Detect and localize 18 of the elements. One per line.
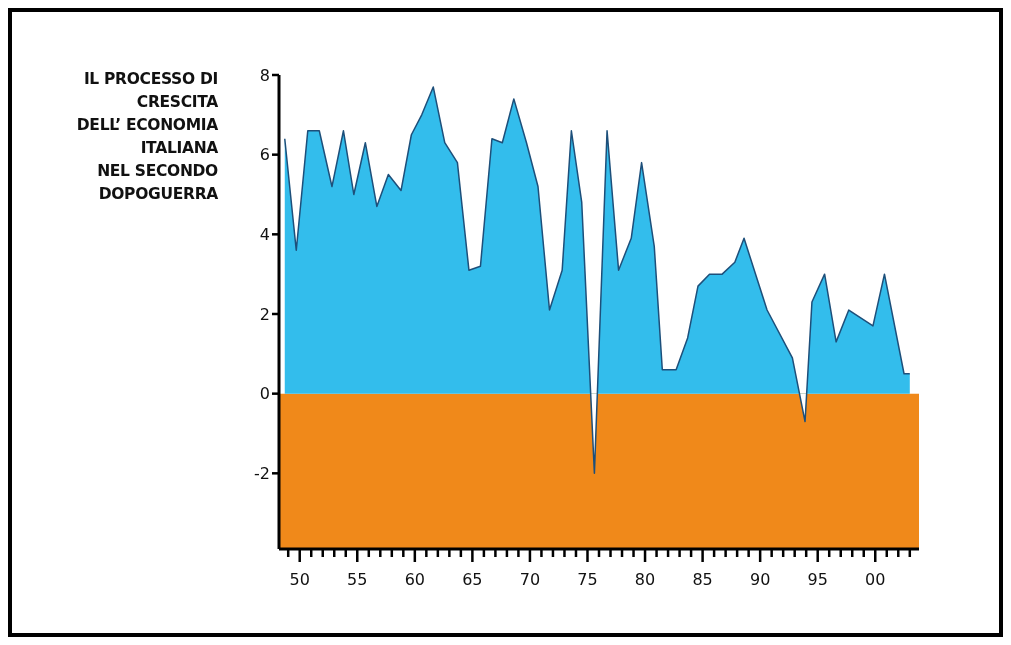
x-tick-label: 70	[519, 570, 541, 589]
x-tick-label: 85	[692, 570, 713, 589]
text: IL PROCESSO DI CRESCITA DELL’ ECONOMIA ITALIANA NEL SECONDO DOPOGUERRA	[75, 69, 218, 205]
x-tick-label: 65	[462, 570, 483, 589]
x-tick-label: 95	[807, 570, 828, 589]
x-tick-label: 75	[577, 570, 598, 589]
y-tick-label: 0	[259, 384, 270, 404]
y-tick-label: 2	[259, 304, 270, 324]
x-tick-label: 90	[749, 570, 771, 589]
x-tick-label: 50	[289, 570, 310, 589]
y-tick-label: 8	[259, 65, 270, 85]
x-tick-label: 55	[347, 570, 368, 589]
y-tick-label: -2	[254, 464, 270, 483]
x-tick-label: 00	[865, 570, 886, 589]
x-tick-label: 80	[634, 570, 656, 589]
x-tick-label: 60	[404, 570, 426, 589]
y-tick-label: 6	[259, 145, 270, 165]
y-tick-label: 4	[259, 225, 270, 245]
